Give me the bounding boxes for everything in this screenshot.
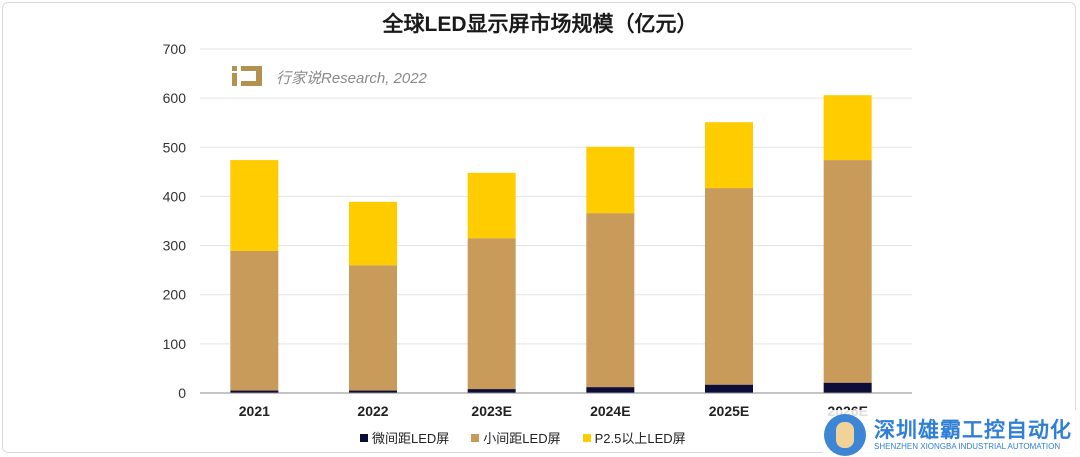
legend-item: P2.5以上LED屏 xyxy=(582,428,686,447)
x-tick-label: 2023E xyxy=(471,403,511,419)
brand-watermark: 深圳雄霸工控自动化 SHENZHEN XIONGBA INDUSTRIAL AU… xyxy=(822,410,1080,457)
bar-segment-3 xyxy=(230,160,279,251)
legend-label: P2.5以上LED屏 xyxy=(594,431,686,446)
legend-swatch xyxy=(360,433,368,442)
x-tick-label: 2021 xyxy=(239,403,270,419)
legend-swatch xyxy=(471,433,480,442)
research-watermark-text: 行家说Research, 2022 xyxy=(276,69,427,87)
legend-item: 小间距LED屏 xyxy=(471,428,561,447)
chart-title: 全球LED显示屏市场规模（亿元） xyxy=(382,13,698,36)
bar-segment-3 xyxy=(349,201,397,266)
research-logo-icon xyxy=(232,66,262,86)
x-tick-label: 2025E xyxy=(709,403,749,419)
x-tick-label: 2024E xyxy=(590,403,630,419)
legend-item: 微间距LED屏 xyxy=(360,428,449,447)
bar-segment-1 xyxy=(349,390,397,393)
bar-segment-3 xyxy=(586,146,635,214)
bar-segment-1 xyxy=(823,382,872,393)
y-tick-label: 600 xyxy=(163,90,187,106)
bar-segment-3 xyxy=(705,122,753,189)
legend-swatch xyxy=(582,433,591,442)
bar-segment-2 xyxy=(467,238,516,390)
bar-segment-3 xyxy=(823,95,872,161)
bar-segment-2 xyxy=(823,160,872,383)
bear-mascot-icon xyxy=(824,414,866,456)
bar-segment-2 xyxy=(230,250,279,391)
y-tick-label: 200 xyxy=(163,287,187,303)
bar-segment-1 xyxy=(586,387,635,393)
y-tick-label: 500 xyxy=(163,139,187,155)
legend-label: 小间距LED屏 xyxy=(483,431,561,446)
brand-name-en: SHENZHEN XIONGBA INDUSTRIAL AUTOMATION xyxy=(874,442,1061,451)
bar-segment-2 xyxy=(705,188,753,385)
bar-segment-1 xyxy=(467,389,516,393)
x-tick-label: 2022 xyxy=(357,403,388,419)
y-tick-label: 300 xyxy=(163,238,187,254)
y-tick-label: 0 xyxy=(178,385,186,401)
brand-name-cn: 深圳雄霸工控自动化 xyxy=(874,419,1072,442)
bar-segment-3 xyxy=(467,172,516,239)
y-tick-label: 700 xyxy=(163,41,187,57)
y-tick-label: 100 xyxy=(163,336,187,352)
bar-segment-1 xyxy=(230,390,279,393)
y-tick-label: 400 xyxy=(163,188,187,204)
research-watermark: 行家说Research, 2022 xyxy=(232,64,427,90)
bar-segment-2 xyxy=(349,265,397,391)
bar-segment-1 xyxy=(705,384,753,393)
legend-label: 微间距LED屏 xyxy=(372,431,450,446)
legend: 微间距LED屏 小间距LED屏 P2.5以上LED屏 xyxy=(360,428,686,447)
bar-segment-2 xyxy=(586,213,635,388)
